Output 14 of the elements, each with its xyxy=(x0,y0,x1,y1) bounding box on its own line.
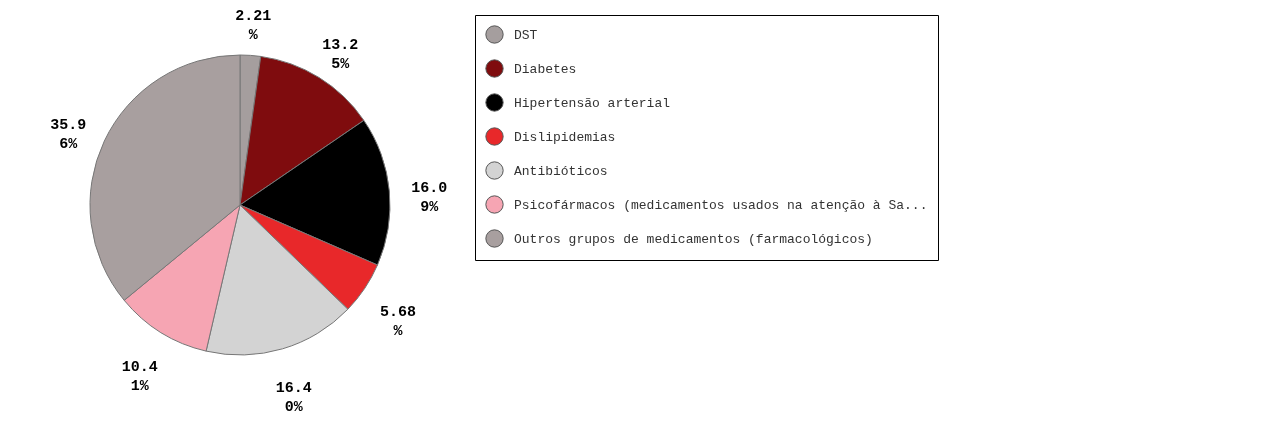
legend-label: Hipertensão arterial xyxy=(514,95,671,111)
legend-label: Dislipidemias xyxy=(514,129,616,145)
legend-label: Psicofármacos (medicamentos usados na atenção à Sa... xyxy=(514,197,928,213)
data-label: 35.96% xyxy=(50,116,87,153)
data-label: 16.40% xyxy=(275,380,312,417)
legend-label: DST xyxy=(514,27,538,43)
legend-label: Outros grupos de medicamentos (farmacológicos) xyxy=(514,231,873,247)
legend-label: Diabetes xyxy=(514,61,577,77)
data-label: 10.41% xyxy=(121,359,158,396)
data-label: 5.68% xyxy=(379,303,416,340)
data-label: 16.09% xyxy=(411,180,448,217)
data-label: 13.25% xyxy=(322,36,359,73)
data-label: 2.21% xyxy=(235,8,272,45)
legend-label: Antibióticos xyxy=(514,163,608,179)
